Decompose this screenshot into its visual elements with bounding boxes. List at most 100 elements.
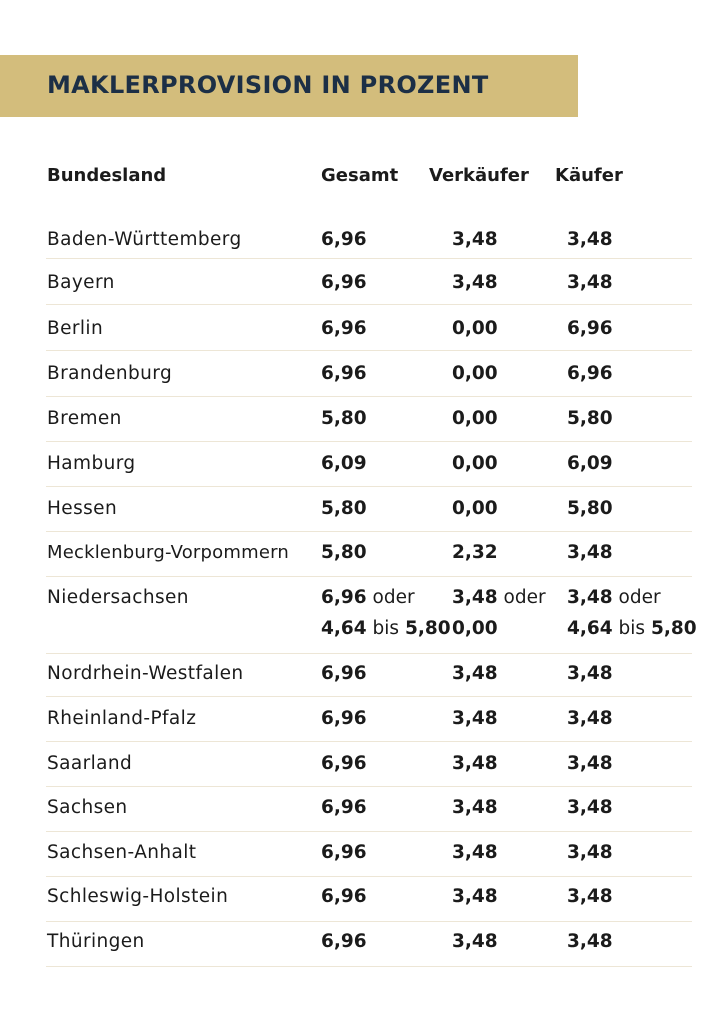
buyer-value: 5,80 bbox=[567, 408, 613, 429]
total-value: 6,96 bbox=[321, 363, 367, 384]
header-verkaeufer: Verkäufer bbox=[429, 165, 529, 186]
total-value-b: 4,64 bbox=[321, 618, 367, 639]
seller-value-b: 0,00 bbox=[452, 618, 498, 639]
total-value: 5,80 bbox=[321, 542, 367, 563]
total-value: 6,96 bbox=[321, 663, 367, 684]
state-name: Sachsen-Anhalt bbox=[47, 842, 197, 863]
buyer-option-1: 3,48 oder bbox=[567, 586, 661, 610]
buyer-value: 3,48 bbox=[567, 886, 613, 907]
bis-text: bis bbox=[618, 618, 646, 639]
buyer-value: 5,80 bbox=[567, 498, 613, 519]
state-name: Hessen bbox=[47, 498, 118, 519]
seller-value: 3,48 bbox=[452, 708, 498, 729]
total-value: 6,96 bbox=[321, 886, 367, 907]
state-name: Saarland bbox=[47, 753, 133, 774]
total-value: 6,96 bbox=[321, 229, 367, 250]
state-name: Bayern bbox=[47, 272, 115, 293]
total-value: 6,96 bbox=[321, 931, 367, 952]
buyer-value: 3,48 bbox=[567, 797, 613, 818]
state-name: Berlin bbox=[47, 318, 104, 339]
total-value: 6,09 bbox=[321, 453, 367, 474]
total-option-1: 6,96 oder bbox=[321, 586, 415, 610]
table-row: Hessen 5,80 0,00 5,80 bbox=[46, 487, 692, 532]
page-title: MAKLERPROVISION IN PROZENT bbox=[47, 71, 489, 99]
buyer-value: 3,48 bbox=[567, 931, 613, 952]
buyer-value: 3,48 bbox=[567, 663, 613, 684]
state-name: Mecklenburg-Vorpommern bbox=[47, 542, 289, 563]
state-name: Hamburg bbox=[47, 453, 136, 474]
buyer-value-a: 3,48 bbox=[567, 587, 613, 608]
table-header: Bundesland Gesamt Verkäufer Käufer bbox=[46, 165, 692, 189]
total-value: 5,80 bbox=[321, 498, 367, 519]
table-row: Thüringen 6,96 3,48 3,48 bbox=[46, 922, 692, 967]
table-row: Hamburg 6,09 0,00 6,09 bbox=[46, 442, 692, 487]
seller-value: 3,48 bbox=[452, 886, 498, 907]
or-text: oder bbox=[372, 587, 415, 608]
buyer-value: 3,48 bbox=[567, 229, 613, 250]
buyer-value: 3,48 bbox=[567, 272, 613, 293]
table-row: Nordrhein-Westfalen 6,96 3,48 3,48 bbox=[46, 654, 692, 697]
total-value: 6,96 bbox=[321, 272, 367, 293]
table-row: Rheinland-Pfalz 6,96 3,48 3,48 bbox=[46, 697, 692, 742]
seller-value: 3,48 bbox=[452, 842, 498, 863]
table-row: Bremen 5,80 0,00 5,80 bbox=[46, 397, 692, 442]
table-row: Sachsen-Anhalt 6,96 3,48 3,48 bbox=[46, 832, 692, 877]
or-text: oder bbox=[503, 587, 546, 608]
state-name: Brandenburg bbox=[47, 363, 173, 384]
seller-value: 3,48 bbox=[452, 753, 498, 774]
seller-value: 0,00 bbox=[452, 318, 498, 339]
header-gesamt: Gesamt bbox=[321, 165, 399, 186]
bis-text: bis bbox=[372, 618, 400, 639]
buyer-value-c: 5,80 bbox=[650, 618, 697, 639]
seller-value: 0,00 bbox=[452, 453, 498, 474]
total-value: 6,96 bbox=[321, 708, 367, 729]
state-name: Sachsen bbox=[47, 797, 128, 818]
buyer-option-2: 4,64 bis 5,80 bbox=[567, 617, 697, 641]
buyer-value: 3,48 bbox=[567, 842, 613, 863]
seller-value: 0,00 bbox=[452, 408, 498, 429]
table-row: Schleswig-Holstein 6,96 3,48 3,48 bbox=[46, 877, 692, 922]
table-row: Brandenburg 6,96 0,00 6,96 bbox=[46, 351, 692, 397]
seller-value: 0,00 bbox=[452, 363, 498, 384]
total-value-a: 6,96 bbox=[321, 587, 367, 608]
header-kaeufer: Käufer bbox=[555, 165, 623, 186]
total-option-2: 4,64 bis 5,80 bbox=[321, 617, 451, 641]
seller-value: 3,48 bbox=[452, 272, 498, 293]
total-value: 6,96 bbox=[321, 753, 367, 774]
seller-value: 3,48 bbox=[452, 797, 498, 818]
total-value-c: 5,80 bbox=[404, 618, 451, 639]
table-row: Bayern 6,96 3,48 3,48 bbox=[46, 259, 692, 305]
buyer-value: 6,96 bbox=[567, 318, 613, 339]
table-row: Saarland 6,96 3,48 3,48 bbox=[46, 742, 692, 787]
buyer-value: 3,48 bbox=[567, 753, 613, 774]
title-banner: MAKLERPROVISION IN PROZENT bbox=[0, 55, 578, 117]
seller-value: 0,00 bbox=[452, 498, 498, 519]
state-name: Niedersachsen bbox=[47, 587, 189, 608]
state-name: Rheinland-Pfalz bbox=[47, 708, 197, 729]
or-text: oder bbox=[618, 587, 661, 608]
total-value: 6,96 bbox=[321, 842, 367, 863]
state-name: Schleswig-Holstein bbox=[47, 886, 229, 907]
seller-value-a: 3,48 bbox=[452, 587, 498, 608]
table-row: Baden-Württemberg 6,96 3,48 3,48 bbox=[46, 225, 692, 259]
seller-value: 3,48 bbox=[452, 931, 498, 952]
buyer-value: 3,48 bbox=[567, 708, 613, 729]
state-name: Baden-Württemberg bbox=[47, 229, 242, 250]
table-row: Berlin 6,96 0,00 6,96 bbox=[46, 305, 692, 351]
state-name: Thüringen bbox=[47, 931, 145, 952]
seller-value: 3,48 bbox=[452, 229, 498, 250]
seller-option-1: 3,48 oder bbox=[452, 586, 546, 610]
header-bundesland: Bundesland bbox=[47, 165, 167, 186]
state-name: Bremen bbox=[47, 408, 122, 429]
seller-value: 2,32 bbox=[452, 542, 498, 563]
table-row: Sachsen 6,96 3,48 3,48 bbox=[46, 787, 692, 832]
table-row-niedersachsen: Niedersachsen 6,96 oder 4,64 bis 5,80 3,… bbox=[46, 577, 697, 654]
buyer-value: 6,96 bbox=[567, 363, 613, 384]
buyer-value-b: 4,64 bbox=[567, 618, 613, 639]
seller-value: 3,48 bbox=[452, 663, 498, 684]
total-value: 6,96 bbox=[321, 318, 367, 339]
buyer-value: 6,09 bbox=[567, 453, 613, 474]
state-name: Nordrhein-Westfalen bbox=[47, 663, 244, 684]
total-value: 5,80 bbox=[321, 408, 367, 429]
buyer-value: 3,48 bbox=[567, 542, 613, 563]
